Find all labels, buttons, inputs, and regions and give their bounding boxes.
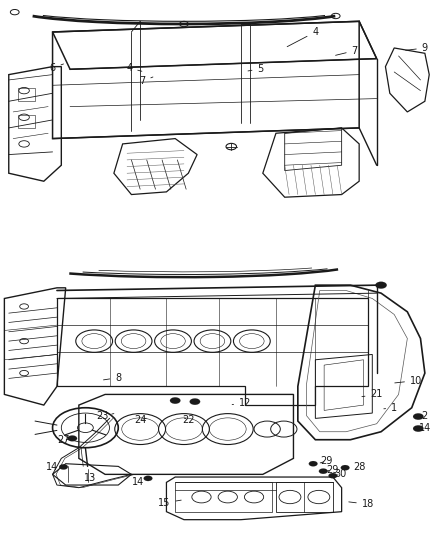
Text: 23: 23 [97, 411, 114, 421]
Text: 29: 29 [320, 456, 332, 466]
Text: 21: 21 [362, 390, 383, 399]
Text: 27: 27 [57, 435, 70, 445]
Text: 2: 2 [414, 411, 428, 421]
Text: 13: 13 [84, 473, 96, 483]
Text: 24: 24 [134, 415, 146, 425]
Text: 14: 14 [415, 423, 431, 433]
Circle shape [309, 461, 318, 466]
Text: 6: 6 [49, 63, 64, 73]
Text: 14: 14 [46, 462, 65, 472]
Text: 29: 29 [326, 465, 338, 475]
Circle shape [341, 465, 350, 470]
Circle shape [319, 469, 328, 474]
Circle shape [413, 414, 424, 420]
Text: 12: 12 [232, 398, 251, 408]
Circle shape [170, 398, 180, 404]
Text: 30: 30 [335, 470, 347, 479]
Text: 5: 5 [248, 64, 264, 74]
Text: 4: 4 [126, 63, 142, 73]
Text: 9: 9 [406, 43, 428, 53]
Circle shape [413, 425, 424, 432]
Text: 15: 15 [158, 498, 181, 508]
Text: 7: 7 [139, 76, 153, 86]
Text: 22: 22 [182, 415, 194, 425]
Circle shape [375, 281, 387, 289]
Circle shape [144, 475, 152, 481]
Circle shape [59, 464, 68, 470]
Text: 4: 4 [287, 27, 318, 47]
Text: 8: 8 [103, 373, 121, 383]
Text: 7: 7 [336, 46, 358, 55]
Circle shape [67, 435, 77, 441]
Text: 1: 1 [384, 403, 397, 413]
Text: 10: 10 [395, 376, 422, 385]
Text: 28: 28 [346, 462, 365, 472]
Circle shape [328, 473, 337, 479]
Text: 18: 18 [349, 499, 374, 509]
Text: 14: 14 [132, 477, 149, 487]
Circle shape [190, 399, 200, 405]
